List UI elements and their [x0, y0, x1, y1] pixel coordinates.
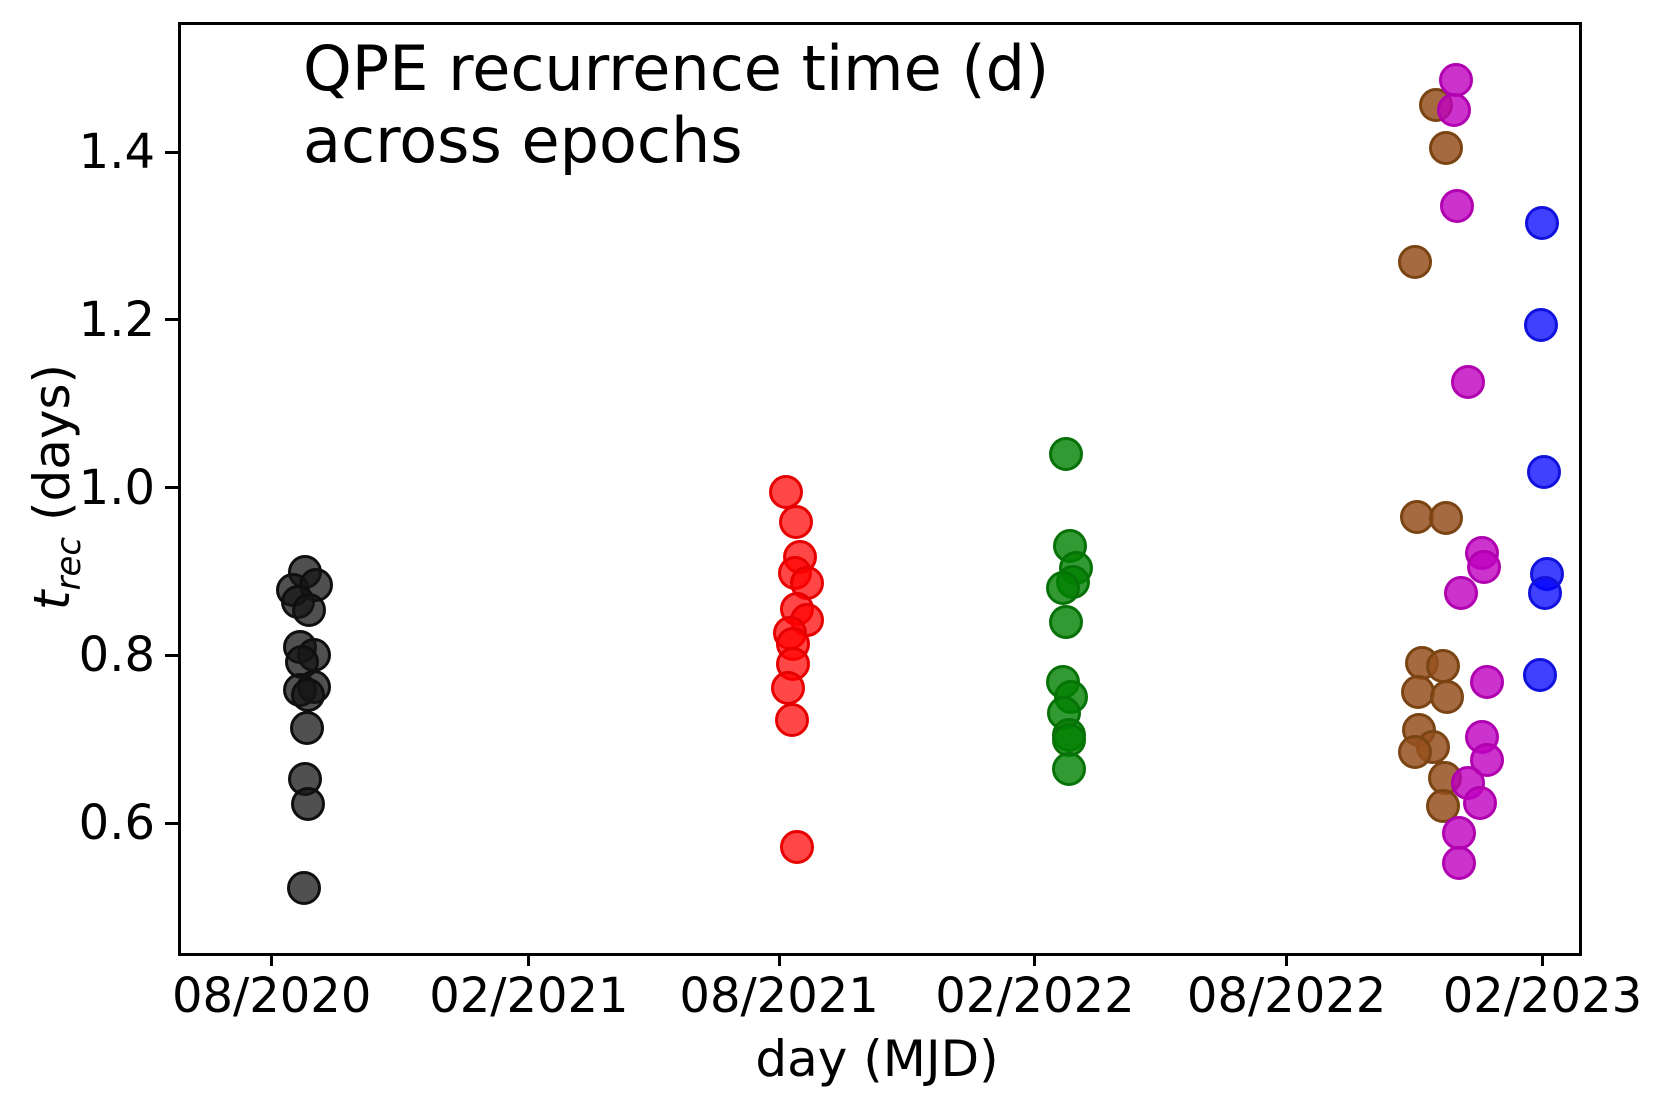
data-point-brown — [1401, 675, 1436, 710]
data-point-green — [1048, 437, 1083, 472]
x-tick-mark — [1033, 953, 1037, 966]
data-point-magenta — [1440, 188, 1475, 223]
data-point-magenta — [1462, 786, 1497, 821]
data-point-magenta — [1438, 62, 1473, 97]
data-point-green — [1048, 604, 1083, 639]
data-point-blue — [1528, 575, 1563, 610]
y-axis-label-symbol: t — [23, 590, 81, 611]
y-axis-label: trec (days) — [17, 267, 89, 707]
y-tick-label: 1.0 — [78, 459, 155, 516]
data-point-black — [286, 870, 321, 905]
data-point-blue — [1525, 206, 1560, 241]
data-point-magenta — [1469, 665, 1504, 700]
data-point-magenta — [1441, 815, 1476, 850]
data-point-magenta — [1444, 576, 1479, 611]
data-point-red — [774, 703, 809, 738]
x-tick-label: 08/2020 — [171, 968, 372, 1024]
data-point-red — [780, 829, 815, 864]
data-point-green — [1045, 570, 1080, 605]
x-tick-mark — [1285, 953, 1289, 966]
x-tick-label: 02/2023 — [1442, 968, 1643, 1024]
y-axis-label-subscript: rec — [49, 536, 89, 591]
y-tick-mark — [165, 150, 178, 154]
data-point-red — [770, 671, 805, 706]
x-tick-label: 02/2022 — [935, 968, 1135, 1024]
x-tick-label: 08/2022 — [1186, 968, 1387, 1024]
data-point-brown — [1428, 130, 1463, 165]
data-point-brown — [1398, 244, 1433, 279]
data-point-green — [1051, 723, 1086, 758]
x-tick-mark — [1540, 953, 1544, 966]
y-tick-label: 1.2 — [78, 291, 155, 348]
points-layer — [181, 25, 1579, 953]
plot-area: QPE recurrence time (d) across epochs — [178, 22, 1582, 956]
data-point-green — [1051, 751, 1086, 786]
x-tick-mark — [270, 953, 274, 966]
x-tick-mark — [777, 953, 781, 966]
y-tick-mark — [165, 318, 178, 322]
x-tick-label: 02/2021 — [429, 968, 629, 1024]
data-point-red — [778, 505, 813, 540]
y-tick-label: 0.6 — [78, 795, 155, 852]
data-point-brown — [1426, 648, 1461, 683]
data-point-blue — [1526, 454, 1561, 489]
y-tick-mark — [165, 486, 178, 490]
data-point-blue — [1522, 657, 1557, 692]
y-tick-label: 1.4 — [78, 124, 155, 181]
data-point-brown — [1398, 734, 1433, 769]
data-point-brown — [1430, 680, 1465, 715]
chart-title-line1: QPE recurrence time (d) — [303, 32, 1050, 105]
y-tick-mark — [165, 653, 178, 657]
data-point-brown — [1428, 500, 1463, 535]
data-point-black — [291, 677, 325, 712]
y-tick-label: 0.8 — [78, 627, 155, 684]
x-tick-mark — [527, 953, 531, 966]
data-point-magenta — [1437, 93, 1472, 128]
data-point-black — [292, 593, 327, 628]
x-axis-label: day (MJD) — [755, 1030, 999, 1088]
data-point-blue — [1524, 307, 1559, 342]
data-point-black — [291, 787, 325, 821]
data-point-magenta — [1466, 550, 1501, 585]
x-tick-label: 08/2021 — [679, 968, 879, 1024]
y-tick-mark — [165, 821, 178, 825]
chart-title-line2: across epochs — [303, 103, 743, 177]
data-point-magenta — [1451, 364, 1486, 399]
data-point-magenta — [1441, 845, 1476, 880]
data-point-black — [289, 711, 324, 746]
y-axis-label-unit: (days) — [23, 363, 81, 537]
chart-title: QPE recurrence time (d) across epochs — [303, 33, 1049, 177]
data-point-red — [769, 474, 804, 509]
